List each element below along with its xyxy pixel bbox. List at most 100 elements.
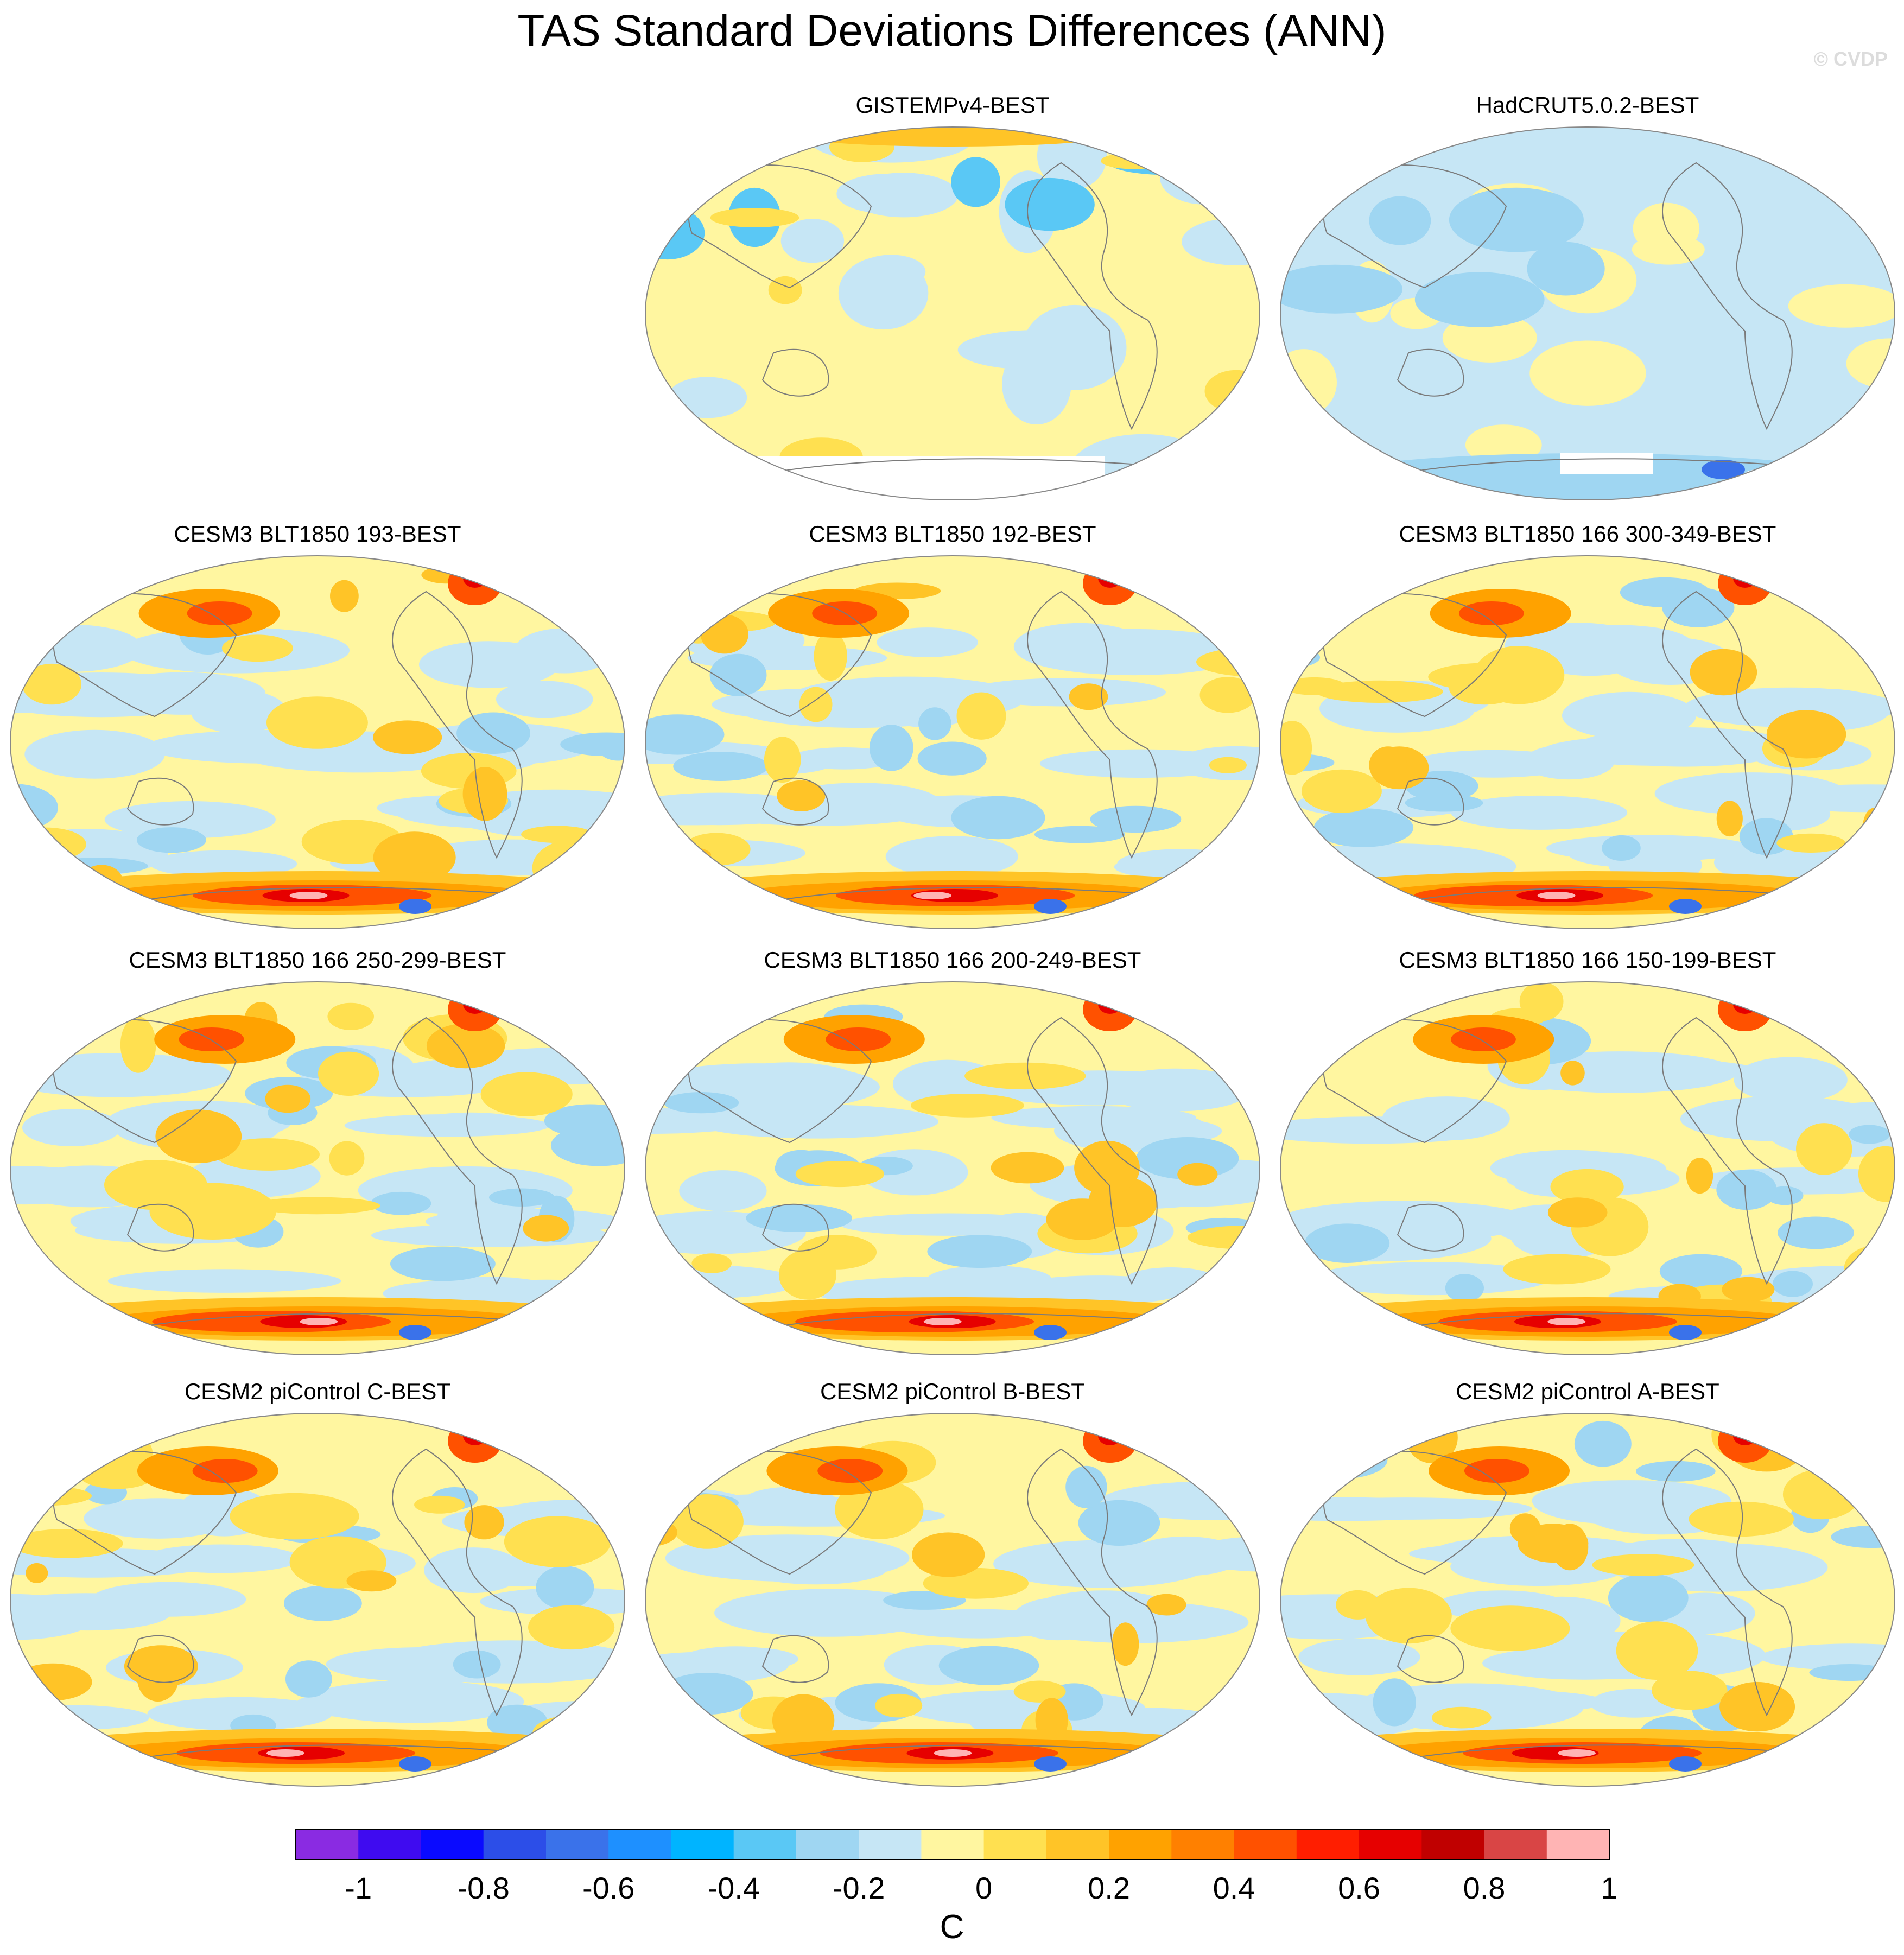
- robinson-map: [10, 1413, 625, 1787]
- robinson-map: [645, 555, 1260, 929]
- map-contour-region: [1608, 1573, 1689, 1622]
- colorbar-units: C: [940, 1908, 964, 1946]
- map-contour-region: [346, 1570, 397, 1592]
- map-panel: CESM2 piControl B-BEST: [643, 1379, 1262, 1791]
- map-panel: GISTEMPv4-BEST: [643, 92, 1262, 505]
- map-contour-region: [1376, 989, 1419, 1008]
- colorbar-swatch: [859, 1829, 922, 1859]
- map-contour-region: [1669, 899, 1702, 914]
- map-contour-region: [26, 1563, 48, 1583]
- map-contour-region: [1013, 1680, 1066, 1703]
- map-contour-region: [1177, 1163, 1218, 1186]
- map-contour-region: [1547, 1318, 1586, 1325]
- panel-title: CESM3 BLT1850 166 250-299-BEST: [129, 947, 506, 973]
- map-contour-region: [230, 1493, 359, 1540]
- panel-title: CESM3 BLT1850 166 150-199-BEST: [1399, 947, 1776, 973]
- map-contour-region: [106, 989, 149, 1008]
- map-contour-region: [1458, 601, 1524, 625]
- robinson-map: [10, 981, 625, 1355]
- map-contour-region: [1632, 234, 1705, 265]
- map-contour-region: [1654, 772, 1847, 815]
- map-panel: CESM3 BLT1850 166 300-349-BEST: [1278, 521, 1897, 934]
- map-contour-region: [1782, 1469, 1861, 1520]
- map-contour-region: [1112, 1622, 1139, 1666]
- cvdp-credit: © CVDP: [1813, 48, 1888, 70]
- map-contour-region: [265, 1084, 311, 1113]
- map-contour-region: [1012, 1597, 1103, 1641]
- map-contour-region: [912, 1532, 985, 1577]
- map-contour-region: [10, 832, 55, 886]
- map-contour-region: [22, 663, 82, 705]
- map-contour-region: [1690, 649, 1757, 696]
- map-contour-region: [1550, 1169, 1624, 1205]
- coastline: [1662, 1448, 1793, 1717]
- map-contour-region: [487, 1704, 548, 1740]
- map-contour-region: [663, 1092, 739, 1114]
- map-contour-region: [682, 833, 751, 866]
- map-contour-region: [480, 1072, 573, 1116]
- colorbar-swatch: [296, 1829, 359, 1859]
- map-contour-region: [1669, 1325, 1702, 1340]
- colorbar-tick-label: -0.2: [833, 1871, 885, 1905]
- map-contour-region: [1369, 196, 1431, 245]
- map-contour-region: [390, 1246, 496, 1281]
- map-contour-region: [489, 1188, 555, 1207]
- map-contour-region: [645, 1014, 713, 1060]
- map-contour-region: [938, 1646, 1039, 1685]
- map-contour-region: [300, 1318, 338, 1325]
- map-contour-region: [253, 1197, 380, 1215]
- map-contour-region: [318, 1051, 379, 1096]
- map-contour-region: [344, 1114, 550, 1137]
- map-contour-region: [1283, 677, 1346, 695]
- map-contour-region: [646, 846, 711, 864]
- map-contour-region: [1716, 1170, 1777, 1210]
- map-contour-region: [1547, 1197, 1608, 1228]
- colorbar-swatch: [608, 1829, 671, 1859]
- map-contour-region: [1178, 1443, 1260, 1463]
- map-contour-region: [453, 1650, 501, 1679]
- map-contour-region: [289, 892, 328, 899]
- coastline: [761, 777, 829, 826]
- map-contour-region: [532, 1714, 625, 1751]
- map-contour-region: [1414, 272, 1545, 327]
- map-contour-region: [1336, 1590, 1380, 1620]
- colorbar-swatch: [1234, 1829, 1297, 1859]
- map-contour-region: [875, 1693, 923, 1718]
- map-contour-region: [927, 1235, 1032, 1268]
- map-contour-region: [10, 1166, 111, 1205]
- map-contour-region: [1034, 1325, 1067, 1340]
- map-contour-region: [1809, 1664, 1890, 1681]
- colorbar-swatch: [483, 1829, 547, 1859]
- coastline: [1662, 591, 1793, 859]
- map-contour-region: [926, 1265, 1052, 1294]
- map-contour-region: [737, 689, 980, 728]
- map-contour-region: [741, 1420, 784, 1440]
- map-contour-region: [1128, 1536, 1243, 1576]
- map-contour-region: [84, 1498, 233, 1539]
- coastline: [1027, 162, 1158, 430]
- map-contour-region: [741, 563, 784, 582]
- colorbar-swatch: [1421, 1829, 1484, 1859]
- map-contour-region: [667, 377, 747, 418]
- map-contour-region: [1760, 1643, 1895, 1671]
- map-contour-region: [462, 767, 507, 821]
- robinson-map: [1280, 981, 1895, 1355]
- colorbar-tick-label: 0.8: [1463, 1871, 1506, 1905]
- map-contour-region: [215, 1138, 320, 1171]
- map-contour-region: [1519, 982, 1564, 1021]
- map-contour-region: [1772, 1271, 1813, 1297]
- map-contour-region: [371, 1191, 431, 1215]
- map-contour-region: [1858, 1146, 1895, 1202]
- map-contour-region: [1074, 1140, 1140, 1195]
- map-contour-region: [1432, 1706, 1492, 1729]
- map-contour-region: [1365, 1588, 1452, 1644]
- map-contour-region: [548, 1426, 625, 1470]
- map-contour-region: [373, 720, 442, 754]
- map-contour-region: [700, 614, 748, 654]
- map-contour-region: [1686, 1158, 1713, 1194]
- map-contour-region: [285, 1660, 332, 1698]
- coastline: [1397, 1635, 1464, 1683]
- coastline: [1662, 162, 1793, 430]
- coastline: [1662, 1017, 1793, 1285]
- map-contour-region: [795, 1161, 884, 1188]
